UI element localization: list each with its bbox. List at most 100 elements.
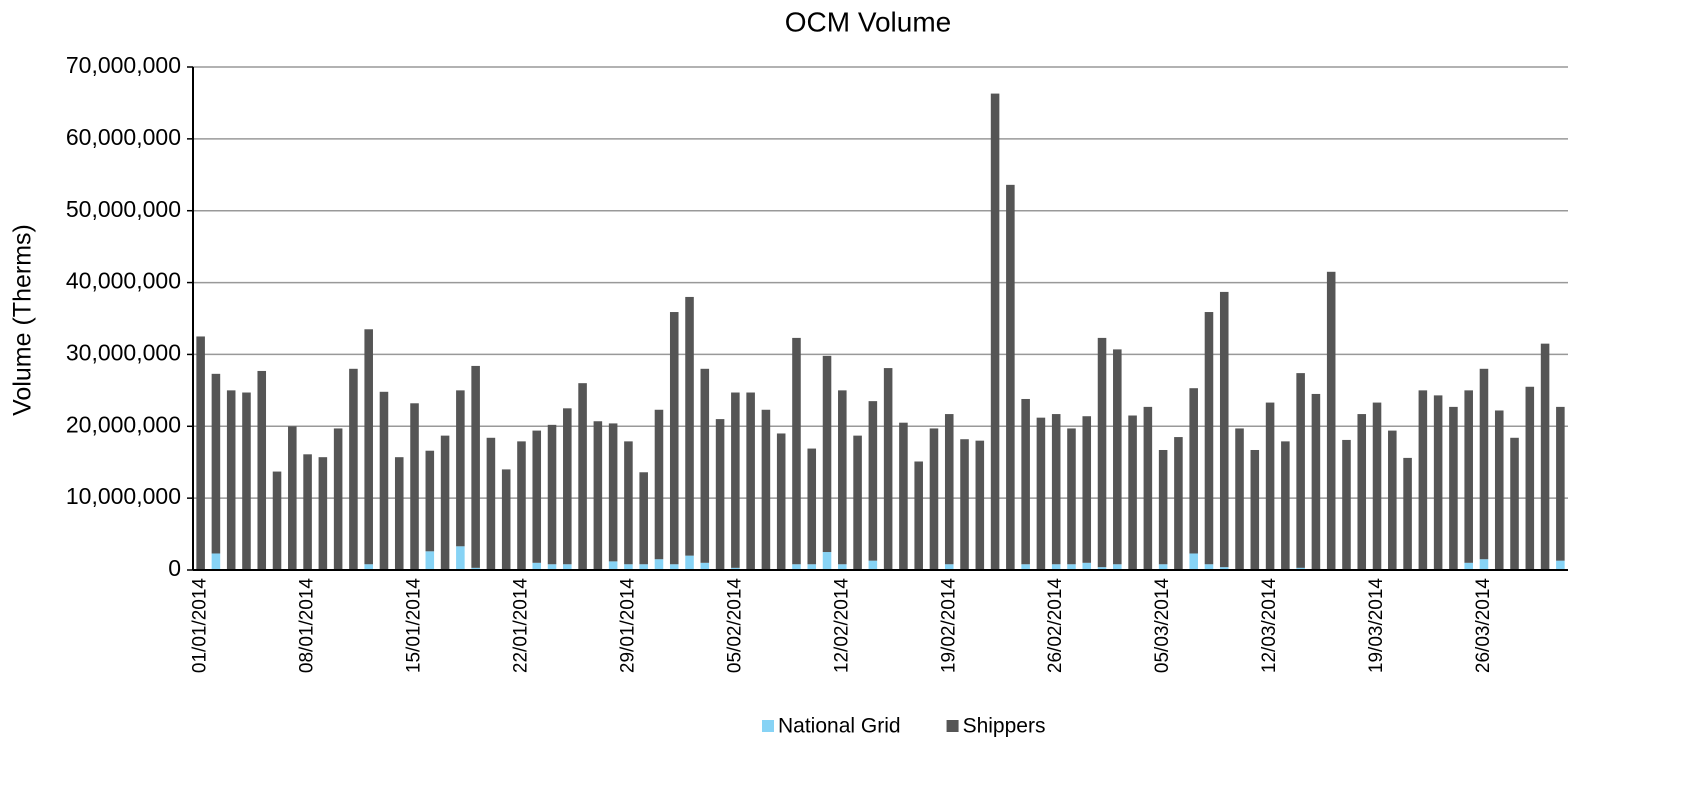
bar-segment (807, 564, 817, 570)
bar-segment (593, 421, 603, 570)
bar-segment (1021, 564, 1030, 570)
bar-segment (501, 469, 511, 570)
bar-segment (990, 93, 1000, 570)
bar-segment (639, 472, 648, 565)
bar-segment (226, 390, 236, 570)
y-tick-label: 10,000,000 (66, 483, 181, 509)
bar-segment (1418, 390, 1428, 570)
x-tick-label: 05/03/2014 (1152, 578, 1173, 674)
y-axis-label: Volume (Therms) (9, 224, 37, 416)
bar-segment (731, 567, 740, 570)
bar-segment (333, 428, 343, 570)
bar-segment (196, 336, 205, 570)
bar-segment (624, 564, 633, 570)
y-tick-label: 70,000,000 (66, 52, 181, 78)
bar-segment (715, 419, 725, 570)
bar-segment (1388, 430, 1397, 570)
bar-segment (929, 428, 939, 570)
bar-segment (624, 441, 633, 565)
x-tick-label: 26/03/2014 (1473, 578, 1494, 674)
bar-segment (1219, 567, 1229, 570)
y-tick-label: 40,000,000 (66, 268, 181, 294)
bar-segment (471, 365, 480, 568)
chart-title: OCM Volume (785, 6, 952, 37)
bar-segment (1113, 564, 1122, 570)
x-tick-label: 01/01/2014 (190, 578, 211, 674)
bar-segment (868, 401, 878, 561)
bar-segment (1006, 184, 1015, 571)
bar-segment (1021, 398, 1030, 565)
bar-segment (1067, 564, 1076, 570)
bar-segment (1158, 449, 1168, 565)
x-tick-label: 19/02/2014 (938, 578, 959, 674)
bar-segment (838, 390, 847, 565)
bar-segment (822, 552, 832, 570)
bar-segment (364, 564, 373, 570)
bar-segment (1357, 414, 1367, 570)
bar-segment (1189, 553, 1198, 570)
legend-label: Shippers (963, 715, 1046, 738)
bar-segment (1449, 406, 1458, 570)
x-tick-label: 12/03/2014 (1259, 578, 1280, 674)
y-tick-label: 30,000,000 (66, 340, 181, 366)
bar-segment (944, 414, 954, 565)
bar-segment (1158, 564, 1168, 570)
bar-segment (669, 564, 679, 570)
bar-segment (1479, 368, 1489, 560)
bar-segment (486, 437, 496, 570)
bar-segment (532, 562, 542, 570)
bar-segment (1051, 414, 1061, 565)
bar-segment (1311, 393, 1321, 570)
bar-segment (1494, 410, 1504, 570)
bar-segment (1525, 386, 1535, 570)
bar-segment (883, 368, 893, 570)
bar-segment (532, 430, 542, 563)
bar-segment (807, 448, 817, 565)
x-tick-label: 08/01/2014 (297, 578, 318, 674)
x-tick-label: 29/01/2014 (617, 578, 638, 674)
x-tick-label: 19/03/2014 (1366, 578, 1387, 674)
bar-segment (517, 441, 526, 570)
bar-segment (1082, 416, 1092, 563)
bar-segment (563, 564, 572, 570)
bar-segment (700, 368, 710, 563)
bar-segment (1097, 567, 1107, 570)
x-tick-label: 26/02/2014 (1045, 578, 1066, 674)
bar-segment (1219, 291, 1229, 568)
bar-segment (1189, 388, 1198, 554)
bar-segment (685, 555, 694, 570)
bar-segment (1250, 449, 1260, 570)
bar-segment (1204, 564, 1214, 570)
x-tick-label: 22/01/2014 (510, 578, 531, 674)
bar-segment (211, 553, 221, 570)
bar-segment (731, 392, 740, 568)
bar-segment (211, 373, 221, 554)
bar-segment (1051, 564, 1061, 570)
bar-segment (1143, 406, 1153, 570)
y-tick-label: 20,000,000 (66, 411, 181, 437)
bar-segment (1464, 562, 1473, 570)
bar-segment (1464, 390, 1473, 563)
bar-segment (1433, 395, 1443, 570)
bar-segment (654, 409, 664, 560)
bar-segment (868, 560, 878, 570)
x-tick-label: 05/02/2014 (724, 578, 745, 674)
bar-segment (303, 454, 312, 570)
bar-segment (608, 423, 618, 562)
bar-segment (776, 433, 786, 570)
bar-segment (1082, 562, 1092, 570)
bar-segment (242, 392, 251, 570)
bar-segment (746, 392, 755, 570)
bar-segment (1097, 337, 1107, 568)
bar-segment (1372, 402, 1382, 570)
bar-segment (639, 564, 648, 570)
bar-segment (853, 435, 862, 570)
bar-segment (1403, 457, 1412, 570)
bar-segment (1342, 439, 1351, 570)
bar-segment (547, 424, 557, 565)
bar-segment (272, 471, 282, 570)
x-tick-label: 12/02/2014 (831, 578, 852, 674)
bar-segment (1235, 428, 1244, 570)
bar-segment (960, 439, 969, 570)
bar-segment (364, 329, 373, 565)
